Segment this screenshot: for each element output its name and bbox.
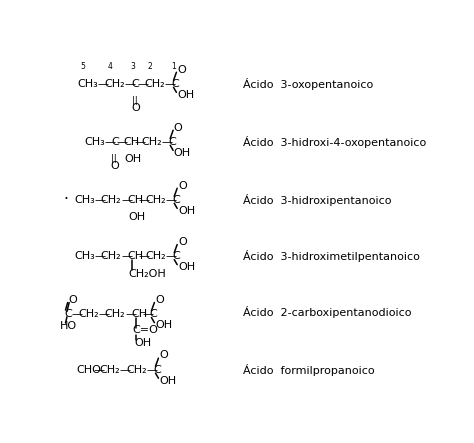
Text: CH₂: CH₂: [127, 365, 147, 375]
Text: —: —: [138, 251, 150, 261]
Text: —: —: [98, 309, 109, 319]
Text: O: O: [177, 65, 186, 74]
Text: CH₃: CH₃: [78, 79, 99, 89]
Text: CH₃: CH₃: [74, 195, 95, 205]
Text: CH₂: CH₂: [145, 251, 166, 261]
Text: —: —: [93, 365, 104, 375]
Text: C: C: [149, 309, 157, 319]
Text: 4: 4: [108, 62, 112, 71]
Text: 3: 3: [131, 62, 136, 71]
Text: C: C: [111, 137, 119, 147]
Text: —: —: [135, 137, 146, 147]
Text: O: O: [68, 295, 77, 305]
Text: CH₂: CH₂: [100, 365, 120, 375]
Text: Ácido  3-hidroxipentanoico: Ácido 3-hidroxipentanoico: [243, 194, 392, 206]
Text: CH₂: CH₂: [141, 137, 162, 147]
Text: Ácido  3-hidroximetilpentanoico: Ácido 3-hidroximetilpentanoico: [243, 250, 420, 262]
Text: 2: 2: [147, 62, 152, 71]
Text: OH: OH: [135, 338, 152, 348]
Text: CH₃: CH₃: [74, 251, 95, 261]
Text: —: —: [121, 195, 132, 205]
Text: ||: ||: [111, 155, 117, 163]
Text: OH: OH: [174, 148, 191, 158]
Text: —: —: [165, 251, 176, 261]
Text: O: O: [178, 180, 187, 190]
Text: —: —: [161, 137, 173, 147]
Text: CH₂: CH₂: [105, 309, 126, 319]
Text: O: O: [131, 103, 140, 113]
Text: —: —: [120, 365, 131, 375]
Text: C=O: C=O: [133, 326, 159, 335]
Text: Ácido  2-carboxipentanodioico: Ácido 2-carboxipentanodioico: [243, 307, 411, 319]
Text: —: —: [121, 251, 132, 261]
Text: OH: OH: [128, 212, 146, 222]
Text: CH₂: CH₂: [101, 251, 121, 261]
Text: HO: HO: [60, 321, 77, 331]
Text: CH: CH: [132, 309, 148, 319]
Text: Ácido  3-oxopentanoico: Ácido 3-oxopentanoico: [243, 78, 373, 90]
Text: CH: CH: [128, 195, 144, 205]
Text: —: —: [104, 137, 116, 147]
Text: CH₂: CH₂: [145, 195, 166, 205]
Text: OH: OH: [155, 320, 172, 330]
Text: C: C: [153, 365, 161, 375]
Text: ||: ||: [132, 97, 137, 105]
Text: CH₂OH: CH₂OH: [128, 269, 166, 279]
Text: CH₂: CH₂: [104, 79, 125, 89]
Text: —: —: [125, 79, 136, 89]
Text: O: O: [174, 123, 182, 132]
Text: CH: CH: [124, 137, 140, 147]
Text: —: —: [98, 79, 109, 89]
Text: —: —: [94, 251, 105, 261]
Text: CH: CH: [128, 251, 144, 261]
Text: CH₂: CH₂: [101, 195, 121, 205]
Text: —: —: [143, 309, 154, 319]
Text: —: —: [72, 309, 82, 319]
Text: O: O: [178, 237, 187, 247]
Text: —: —: [125, 309, 136, 319]
Text: O: O: [159, 350, 168, 361]
Text: C: C: [172, 251, 180, 261]
Text: ·: ·: [63, 192, 68, 207]
Text: C: C: [131, 79, 139, 89]
Text: O: O: [155, 295, 164, 305]
Text: 5: 5: [81, 62, 86, 71]
Text: Ácido  3-hidroxi-4-oxopentanoico: Ácido 3-hidroxi-4-oxopentanoico: [243, 136, 426, 148]
Text: Ácido  formilpropanoico: Ácido formilpropanoico: [243, 364, 374, 376]
Text: OH: OH: [178, 206, 195, 216]
Text: C: C: [65, 309, 73, 319]
Text: OH: OH: [124, 154, 141, 164]
Text: C: C: [168, 137, 176, 147]
Text: —: —: [165, 195, 176, 205]
Text: OH: OH: [159, 376, 176, 386]
Text: OH: OH: [177, 90, 194, 100]
Text: O: O: [110, 161, 119, 171]
Text: CH₃: CH₃: [84, 137, 105, 147]
Text: —: —: [164, 79, 176, 89]
Text: —: —: [146, 365, 158, 375]
Text: —: —: [138, 79, 149, 89]
Text: C: C: [171, 79, 179, 89]
Text: —: —: [117, 137, 128, 147]
Text: C: C: [172, 195, 180, 205]
Text: —: —: [138, 195, 150, 205]
Text: OH: OH: [178, 262, 195, 272]
Text: CH₂: CH₂: [145, 79, 165, 89]
Text: CHO: CHO: [76, 365, 101, 375]
Text: —: —: [94, 195, 105, 205]
Text: CH₂: CH₂: [78, 309, 99, 319]
Text: 1: 1: [171, 62, 175, 71]
